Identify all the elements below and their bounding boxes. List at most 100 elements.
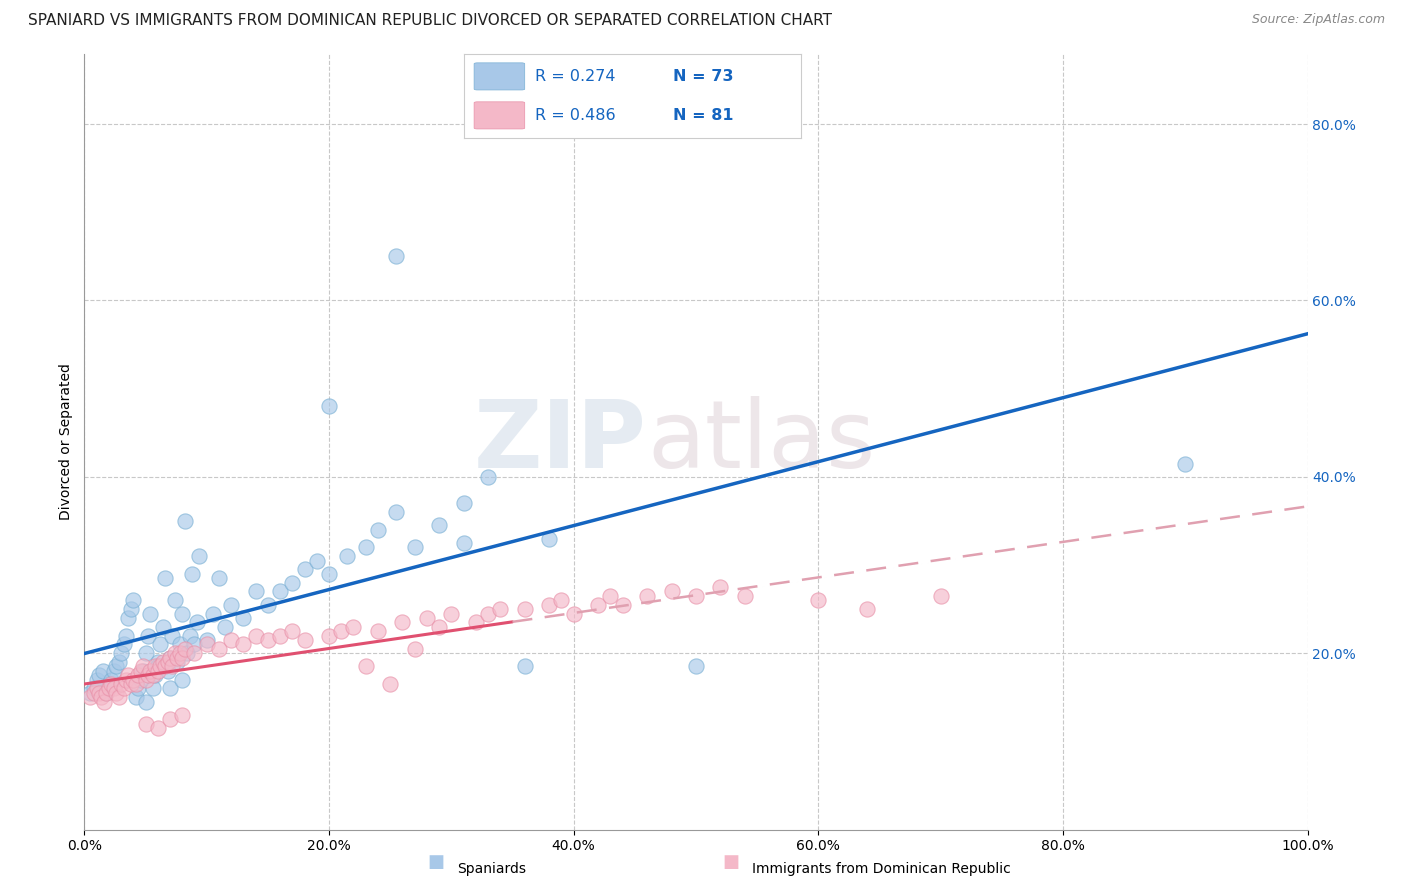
Point [269, 584, 291, 599]
Text: ■: ■ [723, 854, 740, 871]
Point [245, 628, 267, 642]
Point [143, 659, 166, 673]
Point [176, 646, 198, 660]
Text: Spaniards: Spaniards [457, 862, 526, 876]
Point [612, 598, 634, 612]
Text: SPANIARD VS IMMIGRANTS FROM DOMINICAN REPUBLIC DIVORCED OR SEPARATED CORRELATION: SPANIARD VS IMMIGRANTS FROM DOMINICAN RE… [28, 13, 832, 29]
Point [453, 496, 475, 510]
Point [179, 628, 201, 642]
Point [257, 632, 280, 647]
Point [117, 668, 139, 682]
Text: R = 0.274: R = 0.274 [534, 69, 616, 84]
Point [112, 681, 135, 696]
Point [125, 690, 148, 705]
Point [146, 721, 169, 735]
Point [117, 611, 139, 625]
Point [97, 681, 120, 696]
Point [97, 677, 120, 691]
Point [281, 575, 304, 590]
Point [112, 637, 135, 651]
Point [599, 589, 621, 603]
Point [807, 593, 830, 607]
Point [172, 607, 194, 621]
Point [219, 632, 242, 647]
Point [173, 514, 195, 528]
Point [87, 686, 110, 700]
Point [477, 470, 499, 484]
Point [146, 659, 169, 673]
Point [86, 673, 108, 687]
Point [367, 624, 389, 639]
Point [110, 646, 132, 660]
Point [330, 624, 353, 639]
Point [294, 632, 316, 647]
Point [115, 673, 138, 687]
Point [107, 690, 129, 705]
Point [169, 646, 191, 660]
Point [103, 664, 125, 678]
Point [115, 628, 138, 642]
Text: R = 0.486: R = 0.486 [534, 108, 616, 123]
Point [96, 686, 118, 700]
Point [103, 681, 125, 696]
Point [305, 553, 328, 567]
Point [513, 659, 536, 673]
Point [269, 628, 291, 642]
Point [404, 541, 426, 555]
Point [153, 659, 176, 673]
Point [79, 690, 101, 705]
Text: ZIP: ZIP [474, 395, 647, 488]
Point [107, 655, 129, 669]
Point [135, 646, 157, 660]
Point [427, 620, 450, 634]
Point [685, 589, 707, 603]
Text: Source: ZipAtlas.com: Source: ZipAtlas.com [1251, 13, 1385, 27]
Point [156, 664, 179, 678]
Point [856, 602, 879, 616]
Y-axis label: Divorced or Separated: Divorced or Separated [59, 363, 73, 520]
Point [163, 646, 186, 660]
Point [219, 598, 242, 612]
Point [129, 664, 152, 678]
Text: Immigrants from Dominican Republic: Immigrants from Dominican Republic [752, 862, 1011, 876]
Point [139, 664, 162, 678]
Point [385, 249, 408, 263]
Point [142, 681, 165, 696]
FancyBboxPatch shape [474, 102, 524, 129]
Point [146, 664, 169, 678]
Point [208, 641, 231, 656]
Point [172, 650, 194, 665]
Point [195, 632, 218, 647]
Point [257, 598, 280, 612]
Point [93, 695, 115, 709]
Point [122, 593, 145, 607]
Point [232, 637, 254, 651]
Point [318, 628, 340, 642]
Point [661, 584, 683, 599]
Point [538, 532, 561, 546]
Point [245, 584, 267, 599]
Point [100, 677, 122, 691]
Point [122, 673, 145, 687]
Point [195, 637, 218, 651]
Point [367, 523, 389, 537]
Point [86, 681, 108, 696]
Point [79, 686, 101, 700]
Point [550, 593, 572, 607]
Point [181, 566, 204, 581]
Point [139, 607, 162, 621]
Point [142, 668, 165, 682]
Point [586, 598, 609, 612]
Point [183, 637, 205, 651]
Point [709, 580, 731, 594]
Text: N = 73: N = 73 [673, 69, 734, 84]
Point [232, 611, 254, 625]
Point [342, 620, 364, 634]
Text: atlas: atlas [647, 395, 876, 488]
Point [453, 536, 475, 550]
Point [354, 541, 377, 555]
Point [163, 593, 186, 607]
Point [336, 549, 359, 564]
Point [159, 650, 181, 665]
Point [152, 655, 174, 669]
